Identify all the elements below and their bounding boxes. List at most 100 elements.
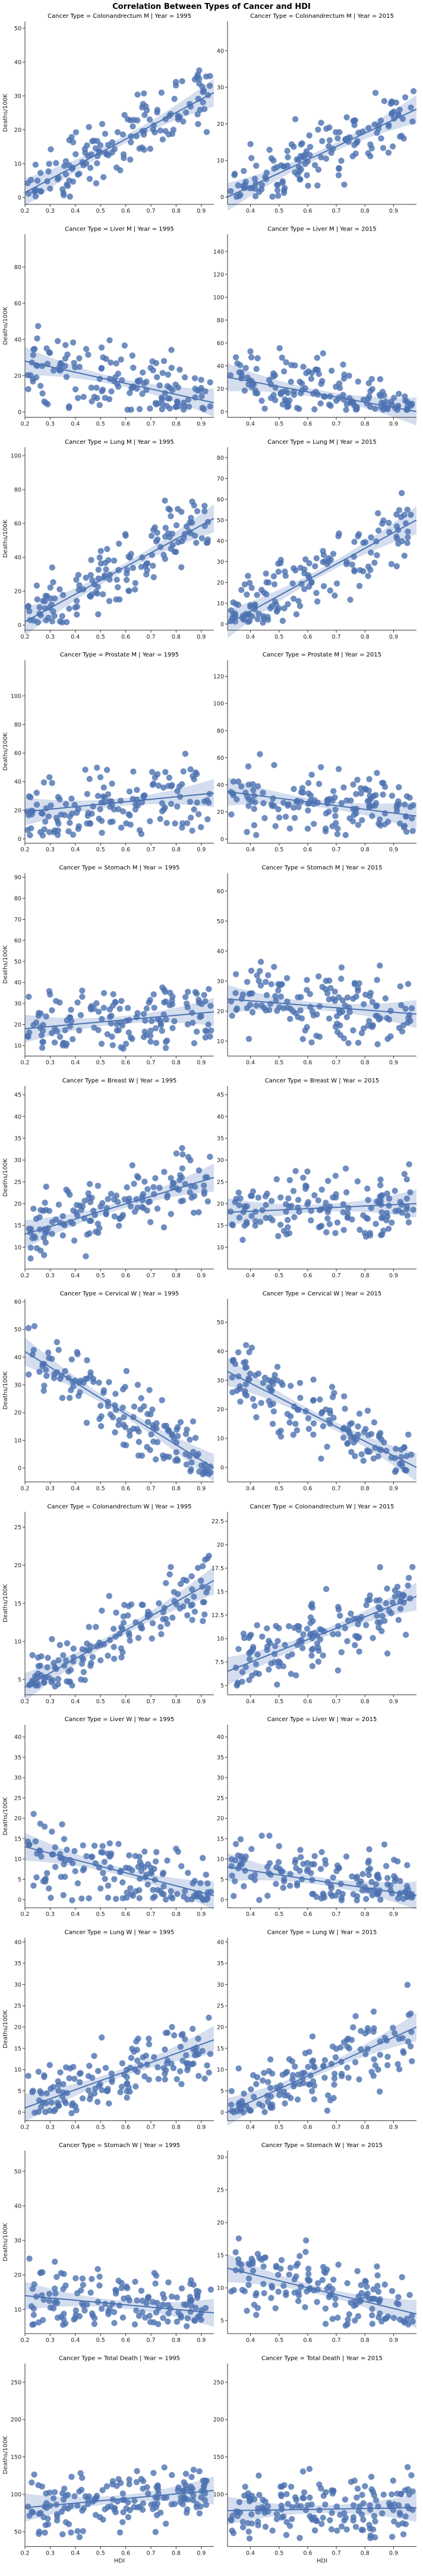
data-point xyxy=(62,1873,68,1880)
data-point xyxy=(248,1192,254,1199)
x-tick-label: 0.2 xyxy=(20,421,29,427)
data-point xyxy=(368,2473,375,2480)
data-point xyxy=(126,2481,132,2487)
data-point xyxy=(204,2062,210,2069)
data-point xyxy=(61,1836,68,1842)
data-point xyxy=(160,2064,167,2071)
data-point xyxy=(55,1657,62,1663)
data-point xyxy=(374,1002,380,1009)
regression-line xyxy=(227,1371,417,1468)
y-tick-label: 15 xyxy=(217,1589,224,1596)
data-point xyxy=(252,1372,259,1378)
data-point xyxy=(102,1876,108,1882)
data-point xyxy=(150,2319,157,2326)
data-point xyxy=(338,976,345,982)
y-axis-label: Deaths/100K xyxy=(2,2223,9,2261)
y-tick-label: 7.5 xyxy=(215,1659,224,1666)
data-point xyxy=(81,1677,88,1684)
data-point xyxy=(330,2277,337,2283)
data-point xyxy=(116,1417,122,1423)
y-tick-label: 5 xyxy=(18,1877,21,1883)
data-point xyxy=(62,355,69,362)
data-point xyxy=(235,778,242,785)
data-point xyxy=(260,2263,267,2270)
y-tick-label: 0 xyxy=(18,1466,21,1472)
data-point xyxy=(177,2044,184,2050)
data-point xyxy=(26,2512,33,2519)
data-point xyxy=(124,1889,130,1896)
data-point xyxy=(384,2062,391,2069)
data-point xyxy=(379,779,386,787)
data-point xyxy=(285,1195,292,1202)
data-point xyxy=(121,342,128,349)
data-point xyxy=(286,1419,293,1426)
data-point xyxy=(124,2094,130,2101)
data-point xyxy=(287,1015,293,1022)
data-point xyxy=(207,2286,214,2293)
data-point xyxy=(229,1374,235,1381)
data-point xyxy=(151,2054,157,2060)
data-point xyxy=(200,1618,206,1624)
data-point xyxy=(76,171,83,177)
facet-panel: Cancer Type = Total Death | Year = 19955… xyxy=(2,2355,214,2564)
data-point xyxy=(165,2318,171,2325)
data-point xyxy=(311,1630,318,1636)
data-point xyxy=(232,354,239,361)
data-point xyxy=(138,144,146,151)
data-point xyxy=(150,780,157,787)
data-point xyxy=(235,2260,242,2266)
data-point xyxy=(355,378,361,385)
y-tick-label: 25 xyxy=(14,1179,21,1186)
data-point xyxy=(270,573,277,580)
data-point xyxy=(350,118,356,124)
data-point xyxy=(242,365,249,371)
y-tick-label: 20 xyxy=(217,1201,224,1208)
data-point xyxy=(40,1387,47,1394)
data-point xyxy=(288,378,294,385)
data-point xyxy=(377,962,383,969)
data-point xyxy=(152,1025,159,1032)
data-point xyxy=(34,178,41,184)
data-point xyxy=(315,166,322,173)
data-point xyxy=(248,1344,255,1351)
data-point xyxy=(276,815,283,821)
x-tick-label: 0.7 xyxy=(332,2337,341,2344)
data-point xyxy=(46,160,52,167)
data-point xyxy=(41,1382,48,1389)
data-point xyxy=(365,1197,371,1204)
data-point xyxy=(343,2526,350,2533)
data-point xyxy=(304,2502,311,2508)
data-point xyxy=(328,2526,335,2533)
data-point xyxy=(143,2053,150,2059)
data-point xyxy=(95,2067,102,2075)
data-point xyxy=(61,163,68,169)
data-point xyxy=(41,398,48,405)
data-point xyxy=(126,1016,132,1024)
data-point xyxy=(367,141,374,148)
data-point xyxy=(281,605,288,612)
data-point xyxy=(165,2279,172,2285)
data-point xyxy=(116,541,122,547)
data-point xyxy=(207,1153,213,1160)
data-point xyxy=(101,794,108,801)
data-point xyxy=(149,1406,156,1413)
x-tick-label: 0.8 xyxy=(361,1485,370,1492)
y-tick-label: 10 xyxy=(14,161,21,168)
x-tick-label: 0.5 xyxy=(274,1273,283,1279)
data-point xyxy=(166,1571,173,1578)
data-point xyxy=(175,539,182,545)
y-axis-label: Deaths/100K xyxy=(2,1797,9,1836)
data-point xyxy=(329,1893,336,1899)
data-point xyxy=(138,2287,145,2294)
data-point xyxy=(103,566,109,573)
data-point xyxy=(106,1593,112,1599)
data-point xyxy=(298,390,304,397)
data-point xyxy=(302,556,309,563)
data-point xyxy=(120,151,127,157)
data-point xyxy=(39,2269,46,2275)
data-point xyxy=(99,2087,105,2094)
data-point xyxy=(52,2285,58,2292)
data-point xyxy=(267,2104,274,2111)
data-point xyxy=(343,401,350,408)
y-tick-label: 0 xyxy=(220,621,224,628)
